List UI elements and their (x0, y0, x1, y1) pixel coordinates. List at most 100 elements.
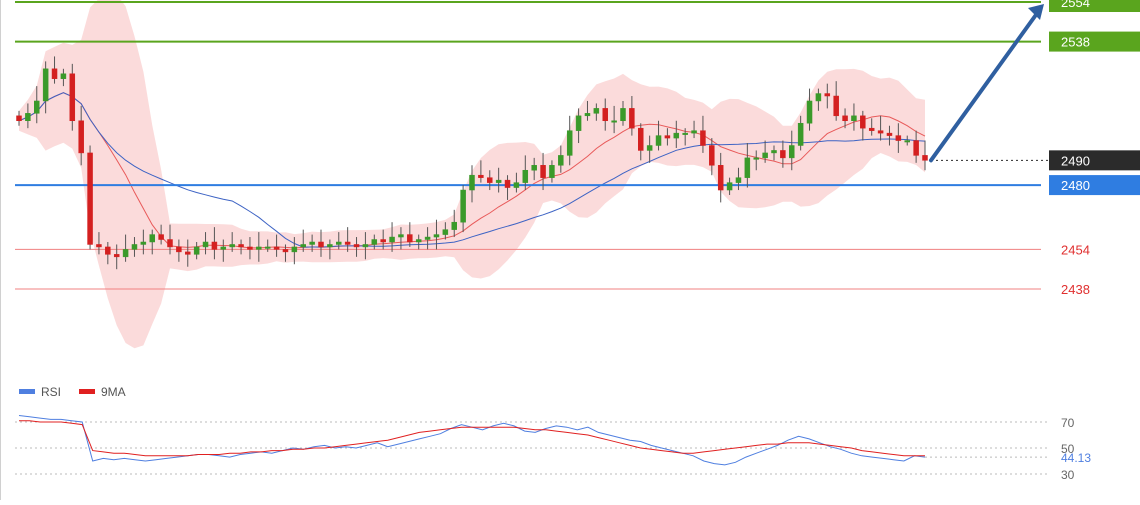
candle-body (158, 234, 164, 240)
candle-body (16, 115, 22, 122)
candle-body (149, 234, 155, 243)
candle-body (806, 100, 813, 124)
projection-arrow-shaft (929, 10, 1040, 163)
candle-body (34, 100, 40, 114)
candle-body (264, 246, 271, 249)
candle-body (176, 246, 182, 253)
candle-body (922, 155, 928, 161)
candle-body (433, 234, 440, 238)
moving-average-slow (18, 92, 926, 248)
candle-body (220, 246, 227, 250)
candle-body (504, 179, 511, 188)
level-2480-label: 2480 (1061, 178, 1090, 193)
candle-body (229, 244, 235, 248)
candle-body (611, 120, 617, 123)
candle-body (877, 130, 884, 134)
level-2490-tag (1049, 150, 1140, 171)
candle-body (904, 140, 910, 143)
candle-body (398, 234, 404, 238)
level-2438-label: 2438 (1061, 282, 1090, 297)
candle-body (540, 165, 546, 178)
candle-body (575, 115, 582, 131)
rsi-9ma-line (19, 420, 925, 457)
candle-body (584, 113, 591, 117)
candle-body (69, 73, 76, 122)
candle-body (291, 246, 298, 253)
candle-body (549, 165, 555, 178)
candle-body (371, 239, 378, 245)
rsi-tick-50: 50 (1061, 442, 1075, 456)
candle-body (362, 244, 369, 248)
candle-body (380, 239, 386, 243)
candle-body (78, 120, 84, 154)
rsi-tick-30: 30 (1061, 468, 1075, 482)
level-2538-label: 2538 (1061, 35, 1090, 50)
candle-body (469, 174, 475, 191)
candle-body (96, 244, 102, 248)
candle-body (185, 251, 191, 255)
legend-label-9ma: 9MA (101, 385, 126, 399)
candle-body (833, 95, 839, 117)
candle-body (522, 169, 529, 183)
candle-body (211, 241, 218, 250)
candle-body (895, 135, 902, 141)
candle-body (344, 241, 351, 245)
candle-body (336, 241, 342, 245)
candle-body (193, 246, 200, 255)
candle-body (442, 229, 449, 235)
candle-body (451, 221, 457, 230)
projection-arrow-head (1028, 4, 1044, 20)
candle-body (42, 68, 49, 102)
candle-body (664, 135, 671, 139)
candle-body (700, 130, 706, 146)
candle-body (389, 236, 395, 243)
candle-body (122, 249, 129, 258)
candle-body (886, 132, 893, 136)
candle-body (735, 177, 742, 183)
candle-body (691, 130, 697, 134)
candle-body (415, 239, 422, 243)
candle-body (25, 113, 31, 122)
candle-body (353, 244, 360, 248)
rsi-tick-70: 70 (1061, 416, 1075, 430)
candle-body (646, 145, 653, 151)
candle-body (842, 115, 848, 122)
candle-body (717, 165, 724, 191)
candle-body (824, 93, 831, 97)
candle-body (247, 246, 253, 250)
candle-body (762, 152, 768, 159)
candle-body (753, 157, 759, 160)
candle-body (282, 249, 289, 253)
candle-body (300, 244, 306, 248)
candle-body (113, 254, 120, 258)
candle-body (140, 241, 147, 245)
candle-body (478, 174, 484, 178)
level-2490-label: 2490 (1061, 153, 1090, 168)
candle-body (744, 157, 751, 178)
candle-body (682, 132, 688, 135)
candle-body (868, 127, 875, 131)
candle-body (797, 122, 804, 146)
candle-body (513, 182, 520, 188)
legend-swatch-9ma (79, 389, 95, 394)
candle-body (273, 246, 280, 250)
candle-body (105, 246, 111, 255)
candle-body (318, 241, 324, 248)
legend-swatch-rsi (19, 389, 35, 394)
level-2554-tag (1049, 0, 1140, 12)
candle-body (202, 241, 209, 248)
candle-body (815, 93, 822, 102)
level-2480-tag (1049, 175, 1140, 196)
candle-body (495, 179, 502, 183)
candle-body (655, 135, 662, 146)
candle-body (256, 246, 262, 250)
candle-body (87, 152, 93, 245)
candle-body (167, 239, 173, 248)
level-2454-label: 2454 (1061, 242, 1090, 257)
rsi-last-value-label: 44.13 (1061, 451, 1091, 465)
candle-body (131, 244, 138, 250)
candle-body (851, 115, 857, 122)
candle-body (460, 189, 466, 223)
